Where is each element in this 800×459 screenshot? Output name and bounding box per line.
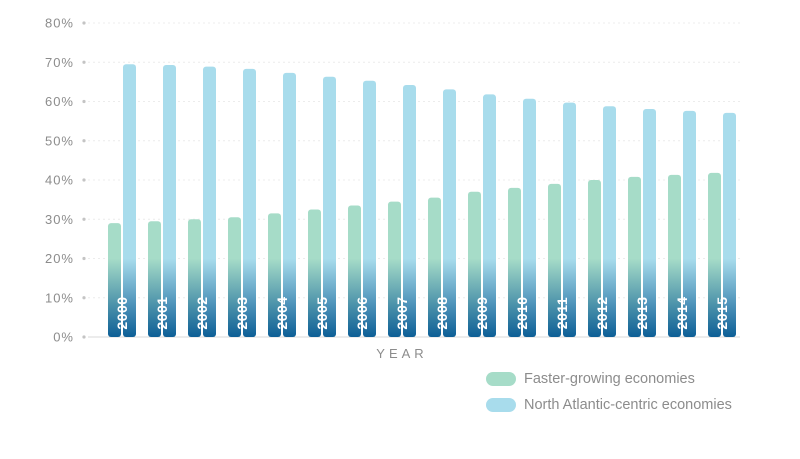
bar-north-atlantic bbox=[643, 108, 656, 338]
y-tick-mark bbox=[82, 256, 86, 261]
bar-faster-growing bbox=[228, 217, 241, 337]
bar-north-atlantic bbox=[483, 94, 496, 337]
bar-north-atlantic bbox=[603, 106, 616, 338]
bar-north-atlantic bbox=[363, 80, 376, 337]
bar-north-atlantic bbox=[283, 72, 296, 337]
y-axis: 0% 10% 20% 30% 40% 50% 60% 70% 80% bbox=[45, 16, 86, 345]
x-tick-label: 2006 bbox=[354, 296, 370, 329]
x-tick-label: 2000 bbox=[114, 296, 130, 329]
x-tick-label: 2015 bbox=[714, 296, 730, 329]
legend-swatch-north-atlantic bbox=[486, 398, 516, 412]
bar-north-atlantic bbox=[123, 64, 136, 338]
legend-swatch-faster-growing bbox=[486, 372, 516, 386]
x-axis-title: YEAR bbox=[376, 346, 427, 361]
legend-label-north-atlantic: North Atlantic-centric economies bbox=[524, 397, 732, 413]
y-tick-mark bbox=[82, 139, 86, 143]
bar-faster-growing bbox=[268, 213, 281, 337]
y-tick-label: 30% bbox=[45, 212, 74, 227]
x-tick-label: 2001 bbox=[154, 296, 170, 329]
bar-faster-growing bbox=[428, 197, 441, 337]
bar-north-atlantic bbox=[723, 112, 736, 337]
bar-faster-growing bbox=[348, 205, 361, 337]
y-tick-label: 70% bbox=[45, 55, 74, 70]
y-tick-label: 40% bbox=[45, 173, 74, 188]
x-tick-label: 2007 bbox=[394, 296, 410, 329]
bar-north-atlantic bbox=[443, 89, 456, 338]
bar-north-atlantic bbox=[683, 110, 696, 337]
x-tick-label: 2009 bbox=[474, 296, 490, 329]
y-tick-label: 0% bbox=[53, 330, 74, 345]
bar-faster-growing bbox=[188, 219, 201, 337]
bar-faster-growing bbox=[308, 209, 321, 337]
y-tick-mark bbox=[82, 296, 86, 300]
bar-faster-growing bbox=[708, 172, 721, 337]
bar-faster-growing bbox=[548, 183, 561, 337]
bar-north-atlantic bbox=[163, 64, 176, 337]
legend: Faster-growing economies North Atlantic-… bbox=[486, 369, 786, 421]
y-tick-mark bbox=[82, 335, 86, 339]
x-tick-label: 2013 bbox=[634, 296, 650, 329]
y-tick-label: 50% bbox=[45, 133, 74, 148]
bar-faster-growing bbox=[668, 174, 681, 337]
y-tick-mark bbox=[82, 60, 86, 64]
y-tick-mark bbox=[82, 99, 86, 104]
legend-label-faster-growing: Faster-growing economies bbox=[524, 371, 695, 387]
x-tick-label: 2004 bbox=[274, 296, 290, 329]
bar-north-atlantic bbox=[203, 66, 216, 337]
x-tick-label: 2012 bbox=[594, 296, 610, 329]
x-tick-label: 2008 bbox=[434, 296, 450, 329]
bar-faster-growing bbox=[148, 221, 161, 337]
legend-item-faster-growing: Faster-growing economies bbox=[486, 369, 786, 389]
y-tick-mark bbox=[82, 21, 86, 25]
y-tick-mark bbox=[82, 178, 86, 182]
bar-faster-growing bbox=[588, 180, 601, 337]
x-axis: 2000 2001 2002 2003 2004 2005 2006 2007 2008 2009… bbox=[114, 296, 730, 329]
bar-faster-growing bbox=[628, 176, 641, 337]
y-tick-mark bbox=[82, 217, 86, 221]
x-tick-label: 2003 bbox=[234, 296, 250, 329]
x-tick-label: 2011 bbox=[554, 297, 570, 329]
x-tick-label: 2010 bbox=[514, 296, 530, 329]
bars bbox=[108, 64, 736, 338]
bar-north-atlantic bbox=[403, 85, 416, 337]
bar-faster-growing bbox=[508, 187, 521, 337]
y-tick-label: 20% bbox=[45, 251, 74, 266]
bar-faster-growing bbox=[388, 201, 401, 337]
bar-north-atlantic bbox=[243, 68, 256, 338]
bar-north-atlantic bbox=[323, 76, 336, 338]
x-tick-label: 2005 bbox=[314, 296, 330, 329]
bar-faster-growing bbox=[108, 223, 121, 337]
bar-faster-growing bbox=[468, 191, 481, 337]
y-tick-label: 60% bbox=[45, 94, 74, 109]
legend-item-north-atlantic: North Atlantic-centric economies bbox=[486, 395, 786, 415]
x-tick-label: 2002 bbox=[194, 296, 210, 329]
bar-north-atlantic bbox=[523, 98, 536, 337]
y-tick-label: 80% bbox=[45, 16, 74, 31]
bar-north-atlantic bbox=[563, 102, 576, 338]
x-tick-label: 2014 bbox=[674, 296, 690, 329]
y-tick-label: 10% bbox=[45, 290, 74, 305]
